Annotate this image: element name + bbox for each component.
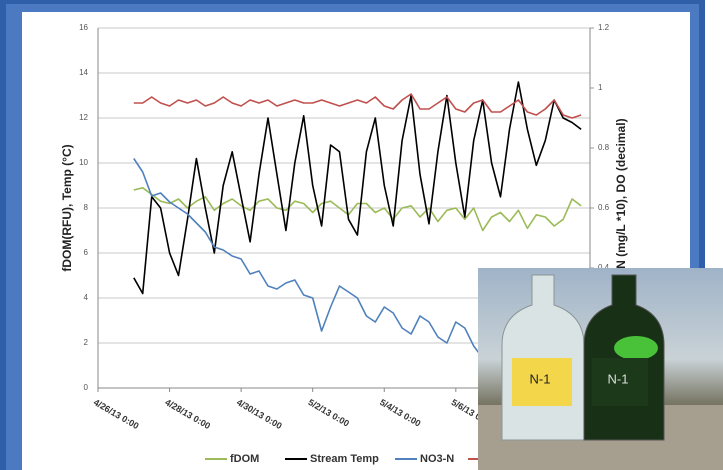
y-tick-label: 14: [79, 68, 88, 77]
legend-label: NO3-N: [420, 453, 454, 465]
y-tick-label: 16: [79, 23, 88, 32]
y-tick-label: 10: [79, 158, 88, 167]
y-tick-label: 2: [84, 338, 89, 347]
green-liquid: [614, 336, 658, 360]
y2-tick-label: 0.8: [598, 143, 610, 152]
y2-tick-label: 1: [598, 83, 603, 92]
bottle-label: N-1: [530, 371, 551, 386]
y2-tick-label: 1.2: [598, 23, 610, 32]
y-tick-label: 6: [84, 248, 89, 257]
legend-label: fDOM: [230, 453, 259, 465]
photo: N-1 N-1: [478, 268, 723, 470]
chart: 024681012141600.20.40.60.811.24/26/13 0:…: [0, 0, 723, 470]
y2-tick-label: 0.6: [598, 203, 610, 212]
y-tick-label: 0: [84, 383, 89, 392]
page: {"chart_data": {"type": "line", "x": [1.…: [0, 0, 723, 470]
bottle-label: N-1: [608, 371, 629, 386]
legend-label: Stream Temp: [310, 453, 379, 465]
y-tick-label: 12: [79, 113, 88, 122]
y-axis-title: fDOM(RFU), Temp (°C): [60, 144, 74, 271]
y-tick-label: 8: [84, 203, 89, 212]
y-tick-label: 4: [84, 293, 89, 302]
